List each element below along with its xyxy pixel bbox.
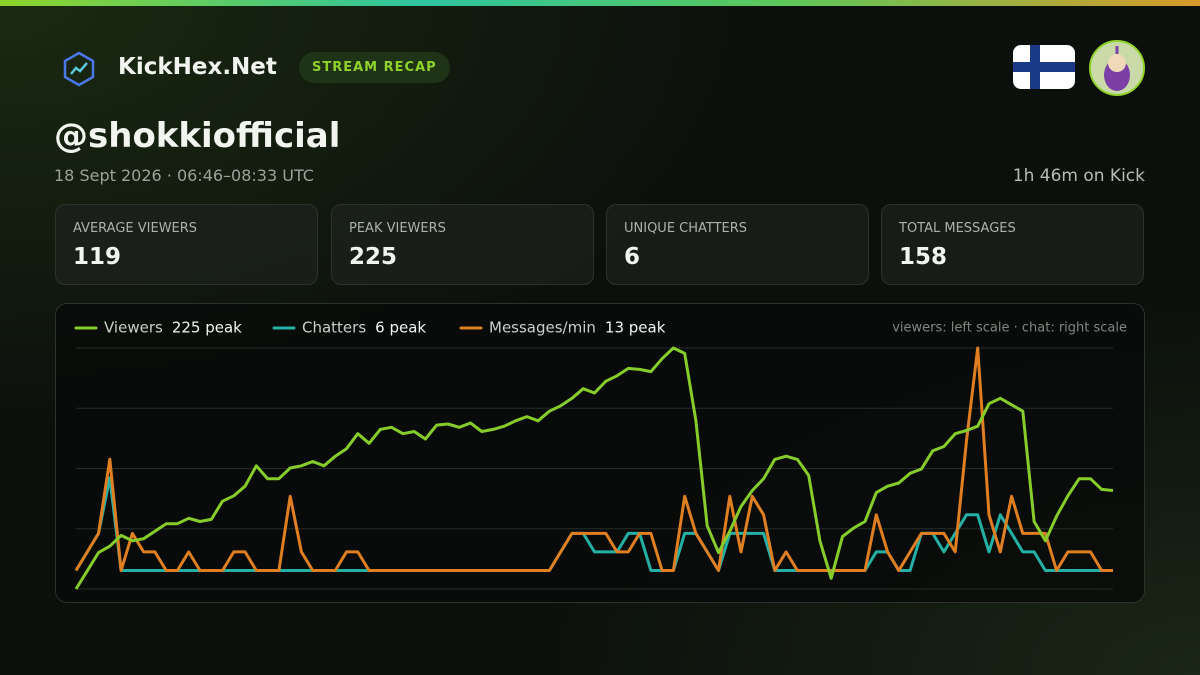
stat-label: UNIQUE CHATTERS	[624, 221, 748, 236]
stat-label: TOTAL MESSAGES	[899, 221, 1016, 236]
avatar[interactable]	[1088, 39, 1146, 97]
legend-peak: 6 peak	[375, 319, 426, 337]
stat-card: AVERAGE VIEWERS 119	[55, 204, 318, 285]
stat-value: 6	[624, 244, 641, 270]
scale-note: viewers: left scale · chat: right scale	[892, 321, 1127, 336]
country-flag	[1013, 45, 1075, 89]
series-line	[74, 346, 1114, 590]
accent-bar	[0, 0, 1200, 6]
stat-value: 158	[899, 244, 948, 270]
stat-value: 225	[349, 244, 398, 270]
stat-card: UNIQUE CHATTERS 6	[606, 204, 869, 285]
legend-label: Viewers	[104, 319, 163, 337]
legend-label: Messages/min	[489, 319, 596, 337]
legend-label: Chatters	[302, 319, 366, 337]
logo	[63, 51, 95, 87]
stat-card: TOTAL MESSAGES 158	[881, 204, 1144, 285]
badge: STREAM RECAP	[299, 52, 450, 83]
legend-peak: 13 peak	[605, 319, 666, 337]
stat-label: AVERAGE VIEWERS	[73, 221, 198, 236]
stream-date: 18 Sept 2026 · 06:46–08:33 UTC	[54, 166, 314, 185]
stat-value: 119	[73, 244, 122, 270]
stream-duration: 1h 46m on Kick	[1012, 166, 1145, 186]
stat-card: PEAK VIEWERS 225	[331, 204, 594, 285]
stat-label: PEAK VIEWERS	[349, 221, 446, 236]
chart-panel: viewers: left scale · chat: right scale …	[55, 303, 1145, 603]
series-line	[74, 476, 1113, 572]
series-line	[74, 346, 1113, 572]
chart: viewers: left scale · chat: right scale …	[74, 319, 1127, 590]
legend-peak: 225 peak	[172, 319, 242, 337]
username: @shokkiofficial	[54, 116, 341, 156]
brand: KickHex.Net	[118, 54, 277, 80]
